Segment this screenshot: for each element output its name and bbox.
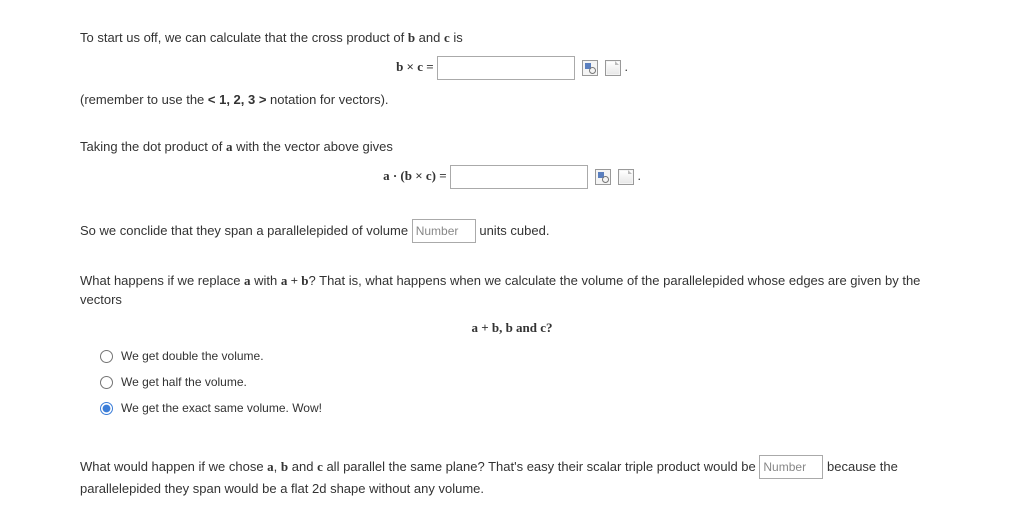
option-label: We get half the volume. xyxy=(121,373,247,391)
eq-text: a + b, b and c? xyxy=(471,320,552,335)
triple-product-input[interactable] xyxy=(450,165,588,189)
text: What happens if we replace xyxy=(80,273,244,288)
scalar-product-input[interactable] xyxy=(759,455,823,479)
text: and xyxy=(288,459,317,474)
preview-icon[interactable] xyxy=(595,169,611,185)
option-half[interactable]: We get half the volume. xyxy=(100,373,944,391)
equation-cross-product: b × c = . xyxy=(80,56,944,80)
text: notation for vectors). xyxy=(266,92,388,107)
period: . xyxy=(625,58,628,73)
option-double[interactable]: We get double the volume. xyxy=(100,347,944,365)
notation-bold: < 1, 2, 3 > xyxy=(208,92,267,107)
paragraph-replace: What happens if we replace a with a + b?… xyxy=(80,271,944,310)
a-plus-b: a + b xyxy=(281,273,309,288)
text: with the vector above gives xyxy=(232,139,392,154)
eq-lhs: a · (b × c) = xyxy=(383,167,450,182)
eq-lhs: b × c = xyxy=(396,58,437,73)
text: , xyxy=(274,459,281,474)
radio-half[interactable] xyxy=(100,376,113,389)
option-same[interactable]: We get the exact same volume. Wow! xyxy=(100,399,944,417)
option-label: We get the exact same volume. Wow! xyxy=(121,399,322,417)
help-icon[interactable] xyxy=(618,169,634,185)
period: . xyxy=(638,167,641,182)
cross-product-input[interactable] xyxy=(437,56,575,80)
volume-input[interactable] xyxy=(412,219,476,243)
text: So we conclide that they span a parallel… xyxy=(80,223,412,238)
paragraph-parallel-plane: What would happen if we chose a, b and c… xyxy=(80,455,944,499)
text: (remember to use the xyxy=(80,92,208,107)
option-label: We get double the volume. xyxy=(121,347,264,365)
radio-double[interactable] xyxy=(100,350,113,363)
paragraph-intro: To start us off, we can calculate that t… xyxy=(80,28,944,48)
paragraph-notation: (remember to use the < 1, 2, 3 > notatio… xyxy=(80,90,944,110)
text: What would happen if we chose xyxy=(80,459,267,474)
text: units cubed. xyxy=(479,223,549,238)
preview-icon[interactable] xyxy=(582,60,598,76)
text: Taking the dot product of xyxy=(80,139,226,154)
help-icon[interactable] xyxy=(605,60,621,76)
text: is xyxy=(450,30,463,45)
vec-b: b xyxy=(408,30,415,45)
equation-triple-product: a · (b × c) = . xyxy=(80,165,944,189)
text: with xyxy=(251,273,281,288)
paragraph-volume: So we conclide that they span a parallel… xyxy=(80,219,944,243)
text: all parallel the same plane? That's easy… xyxy=(323,459,760,474)
text: and xyxy=(415,30,444,45)
radio-group-volume-question: We get double the volume. We get half th… xyxy=(100,347,944,417)
equation-vectors: a + b, b and c? xyxy=(80,318,944,338)
text: To start us off, we can calculate that t… xyxy=(80,30,408,45)
radio-same[interactable] xyxy=(100,402,113,415)
paragraph-dot: Taking the dot product of a with the vec… xyxy=(80,137,944,157)
